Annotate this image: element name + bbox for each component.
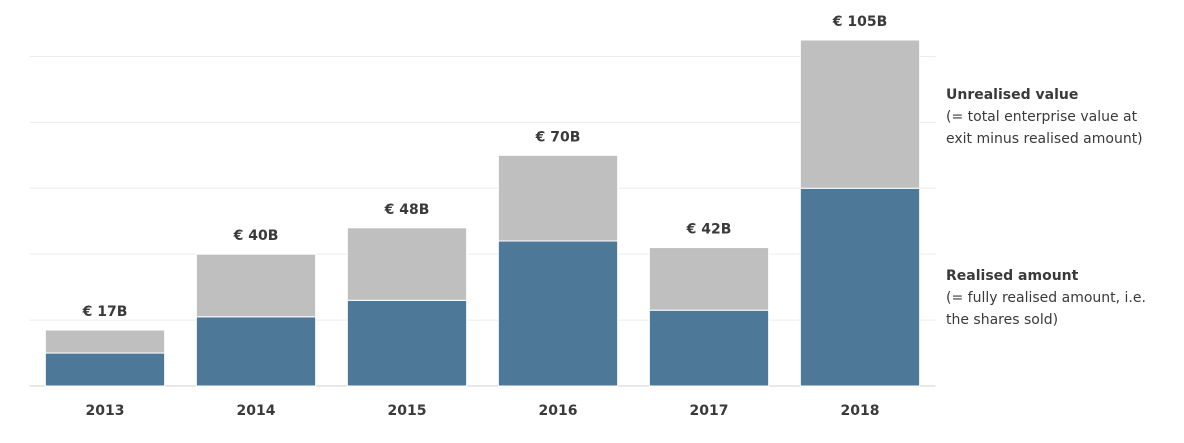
bar-segment bbox=[44, 329, 166, 354]
legend-description: (= fully realised amount, i.e. bbox=[946, 290, 1146, 306]
total-label: € 42B bbox=[686, 222, 732, 238]
x-tick-label: 2017 bbox=[690, 403, 729, 419]
legend-description: (= total enterprise value at bbox=[946, 109, 1138, 125]
total-label: € 105B bbox=[832, 14, 888, 30]
bar-segment bbox=[497, 240, 619, 387]
bar-segment bbox=[799, 187, 921, 387]
legend-label: Realised amount bbox=[946, 268, 1079, 284]
legend-description: exit minus realised amount) bbox=[946, 131, 1143, 147]
legend-label: Unrealised value bbox=[946, 87, 1078, 103]
bar-segment bbox=[346, 299, 468, 387]
bar-segment bbox=[497, 154, 619, 242]
bar-segment bbox=[648, 247, 770, 311]
bar-segment bbox=[799, 39, 921, 189]
bar-segment bbox=[44, 352, 166, 387]
bar-segment bbox=[346, 227, 468, 301]
x-tick-label: 2013 bbox=[86, 403, 125, 419]
x-tick-label: 2016 bbox=[539, 403, 578, 419]
bar-segment bbox=[195, 253, 317, 318]
bar-segment bbox=[648, 309, 770, 387]
x-tick-label: 2014 bbox=[237, 403, 276, 419]
bar-segment bbox=[195, 316, 317, 387]
total-label: € 17B bbox=[82, 304, 128, 320]
legend-description: the shares sold) bbox=[946, 312, 1058, 328]
x-tick-label: 2018 bbox=[841, 403, 880, 419]
x-tick-label: 2015 bbox=[388, 403, 427, 419]
total-label: € 40B bbox=[233, 228, 279, 244]
total-label: € 48B bbox=[384, 202, 430, 218]
total-label: € 70B bbox=[535, 129, 581, 145]
